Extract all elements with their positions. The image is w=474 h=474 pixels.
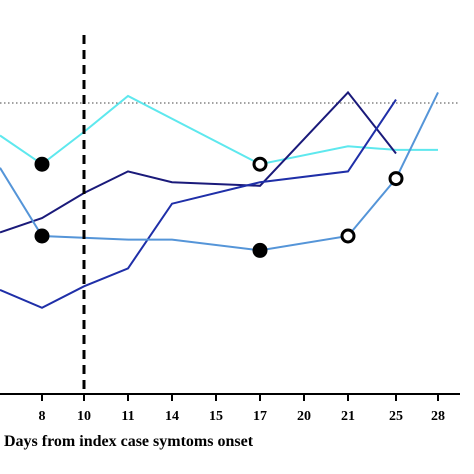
- x-tick-label-10: 10: [77, 409, 91, 424]
- x-tick-label-15: 15: [209, 409, 223, 424]
- x-ticks-group: 8 10 11 14 15 17 20 21 25 28: [39, 394, 445, 424]
- open-marker-4: [252, 156, 268, 172]
- x-axis-title: Days from index case symtoms onset: [4, 433, 254, 450]
- series-line-4: [0, 91, 439, 252]
- filled-marker-3: [252, 242, 268, 258]
- x-tick-label-17: 17: [253, 409, 267, 424]
- x-tick-label-11: 11: [121, 409, 134, 424]
- x-tick-label-14: 14: [165, 409, 179, 424]
- markers-group: [34, 156, 404, 258]
- series-group: [0, 90, 439, 309]
- x-tick-label-28: 28: [431, 409, 445, 424]
- filled-marker-2: [34, 228, 50, 244]
- series-line-1: [0, 94, 438, 166]
- open-marker-5: [340, 228, 356, 244]
- x-tick-label-8: 8: [39, 409, 46, 424]
- open-marker-6: [388, 171, 404, 187]
- series-line-2: [0, 90, 397, 234]
- x-tick-label-20: 20: [297, 409, 311, 424]
- filled-marker-1: [34, 156, 50, 172]
- series-line-3: [0, 99, 397, 309]
- x-tick-label-25: 25: [389, 409, 403, 424]
- x-tick-label-21: 21: [341, 409, 355, 424]
